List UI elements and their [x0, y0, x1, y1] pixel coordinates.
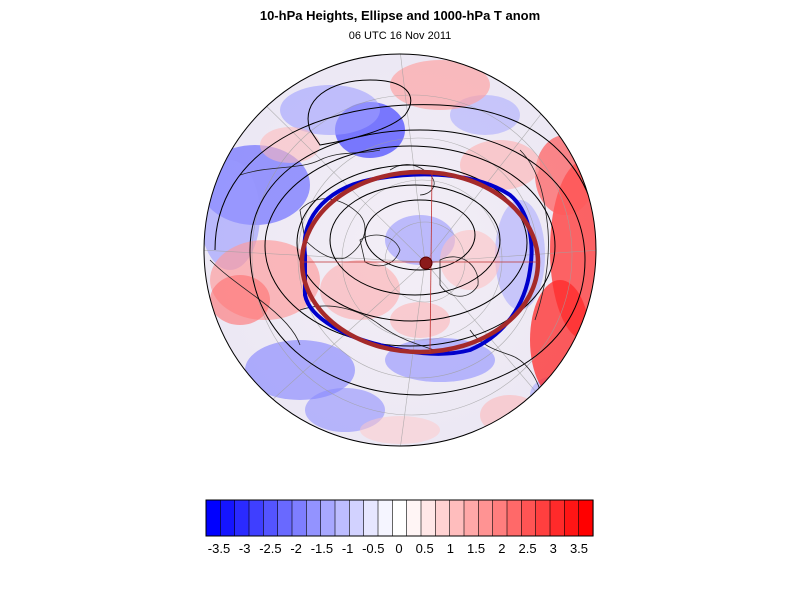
colorbar-tick-label: 3 [549, 541, 557, 556]
colorbar-tick-label: 2 [498, 541, 506, 556]
colorbar-tick-label: 2.5 [518, 541, 537, 556]
chart-subtitle: 06 UTC 16 Nov 2011 [348, 30, 452, 42]
colorbar-tick-label: 1.5 [467, 541, 486, 556]
colorbar-tick-label: -2 [290, 541, 302, 556]
temperature-anomaly-field [204, 54, 596, 446]
graticule [204, 54, 596, 446]
ellipse-center-marker [419, 256, 433, 270]
colorbar-tick-label: 0.5 [415, 541, 434, 556]
colorbar-tick-label: 1 [446, 541, 454, 556]
colorbar-tick-label: -1 [341, 541, 354, 556]
colorbar-tick-label: 0 [395, 541, 403, 556]
colorbar-tick-label: -3 [238, 541, 251, 556]
chart-title: 10-hPa Heights, Ellipse and 1000-hPa T a… [259, 8, 541, 23]
colorbar-tick-label: -2.5 [259, 541, 282, 556]
colorbar-tick-label: -3.5 [207, 541, 231, 556]
globe-outline [203, 53, 597, 447]
colorbar-tick-label: -1.5 [310, 541, 334, 556]
height-contours [214, 79, 596, 396]
coastlines [209, 149, 549, 391]
colorbar-tick-label: 3.5 [569, 541, 589, 556]
colorbar-tick-label: -0.5 [362, 541, 385, 556]
